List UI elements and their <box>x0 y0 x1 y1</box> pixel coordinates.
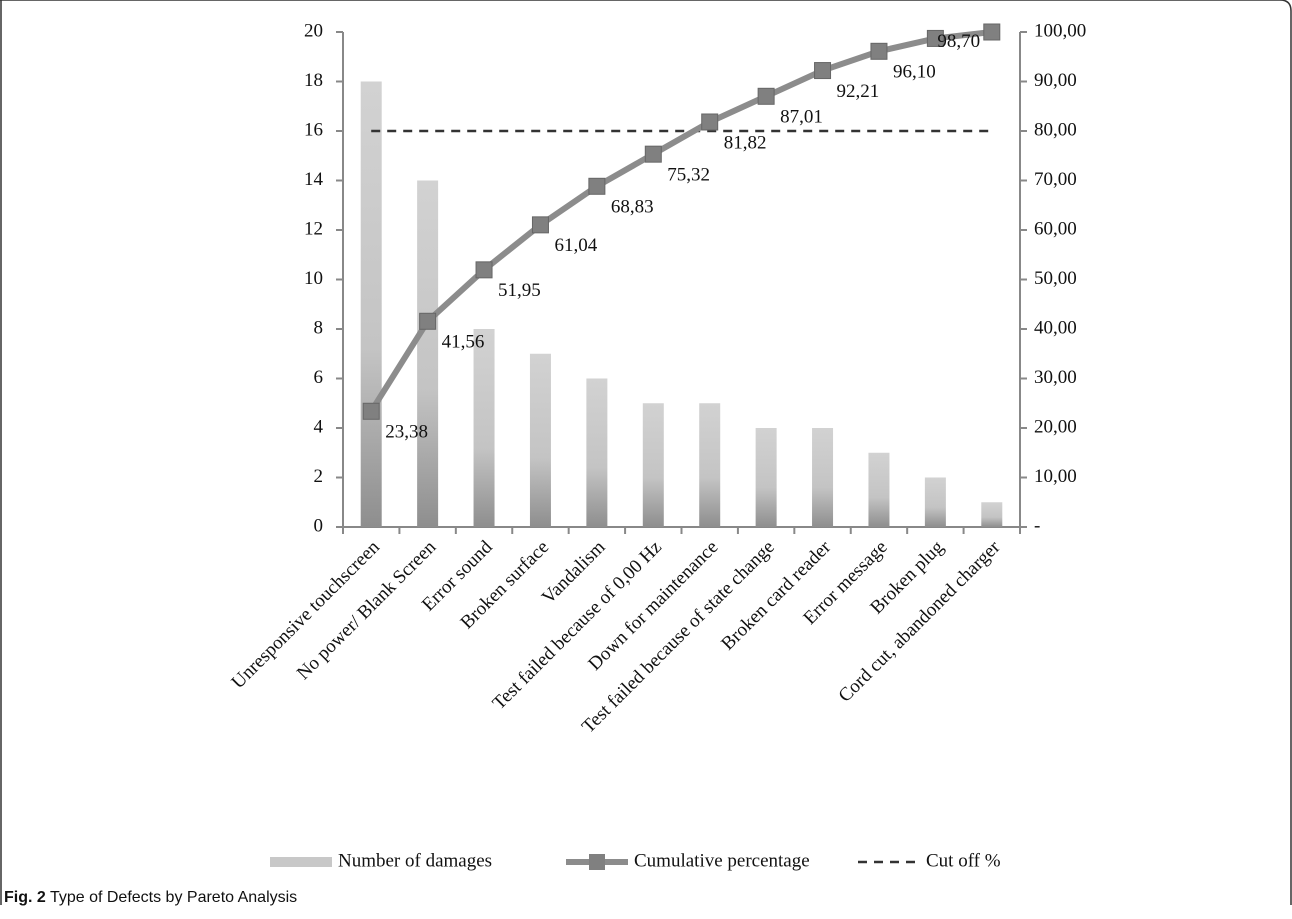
data-label: 23,38 <box>385 422 428 443</box>
y-tick-label: 20 <box>304 20 323 41</box>
data-label: 75,32 <box>667 165 710 186</box>
caption: Fig. 2 Type of Defects by Pareto Analysi… <box>4 889 297 906</box>
caption-label: Fig. 2 <box>4 889 46 906</box>
data-label: 81,82 <box>724 132 767 153</box>
point-marker <box>814 62 832 80</box>
y-tick-label: 16 <box>304 119 323 140</box>
y-tick-label: 10 <box>304 268 323 289</box>
point-marker <box>362 402 380 420</box>
point-marker <box>983 23 1001 41</box>
point-marker <box>870 42 888 60</box>
legend-swatch <box>270 857 332 867</box>
data-label: 96,10 <box>893 62 936 83</box>
point-marker <box>419 312 437 330</box>
bar <box>473 329 495 527</box>
bar <box>417 180 439 527</box>
bar <box>529 353 551 527</box>
bar <box>755 428 777 527</box>
y2-tick-label: 30,00 <box>1034 367 1077 388</box>
legend-label: Cumulative percentage <box>634 850 810 871</box>
y2-tick-label: 40,00 <box>1034 317 1077 338</box>
y2-tick-label: 50,00 <box>1034 268 1077 289</box>
bar <box>360 81 382 527</box>
point-marker <box>475 261 493 279</box>
bar <box>924 477 946 527</box>
bar <box>642 403 664 527</box>
y2-tick-label: 80,00 <box>1034 119 1077 140</box>
y2-tick-label: 90,00 <box>1034 70 1077 91</box>
y2-tick-label: - <box>1034 515 1040 536</box>
data-label: 61,04 <box>554 235 597 256</box>
y2-tick-label: 100,00 <box>1034 20 1086 41</box>
y2-tick-label: 70,00 <box>1034 169 1077 190</box>
caption-text: Type of Defects by Pareto Analysis <box>50 889 297 906</box>
data-label: 41,56 <box>442 332 485 353</box>
legend-swatch <box>589 854 605 870</box>
cumulative-line <box>368 29 993 413</box>
y-tick-label: 14 <box>304 169 324 190</box>
point-marker <box>926 29 944 47</box>
y-tick-label: 0 <box>314 515 324 536</box>
y2-tick-label: 10,00 <box>1034 466 1077 487</box>
y-tick-label: 2 <box>314 466 324 487</box>
y-tick-label: 18 <box>304 70 323 91</box>
point-marker <box>588 177 606 195</box>
y2-tick-label: 60,00 <box>1034 218 1077 239</box>
point-marker <box>644 145 662 163</box>
point-marker <box>701 113 719 131</box>
point-marker <box>531 216 549 234</box>
y2-tick-label: 20,00 <box>1034 416 1077 437</box>
bar <box>868 452 890 527</box>
data-label: 51,95 <box>498 280 541 301</box>
legend-label: Number of damages <box>338 850 492 871</box>
data-label: 68,83 <box>611 197 654 218</box>
bar <box>586 378 608 527</box>
data-label: 98,70 <box>937 31 980 52</box>
y-tick-label: 4 <box>314 416 324 437</box>
bar <box>699 403 721 527</box>
bar <box>812 428 834 527</box>
point-marker <box>757 87 775 105</box>
y-tick-label: 12 <box>304 218 323 239</box>
legend-label: Cut off % <box>926 850 1001 871</box>
bar <box>981 502 1003 527</box>
y-tick-label: 8 <box>314 317 324 338</box>
data-label: 92,21 <box>837 81 880 102</box>
data-label: 87,01 <box>780 107 823 128</box>
y-tick-label: 6 <box>314 367 324 388</box>
